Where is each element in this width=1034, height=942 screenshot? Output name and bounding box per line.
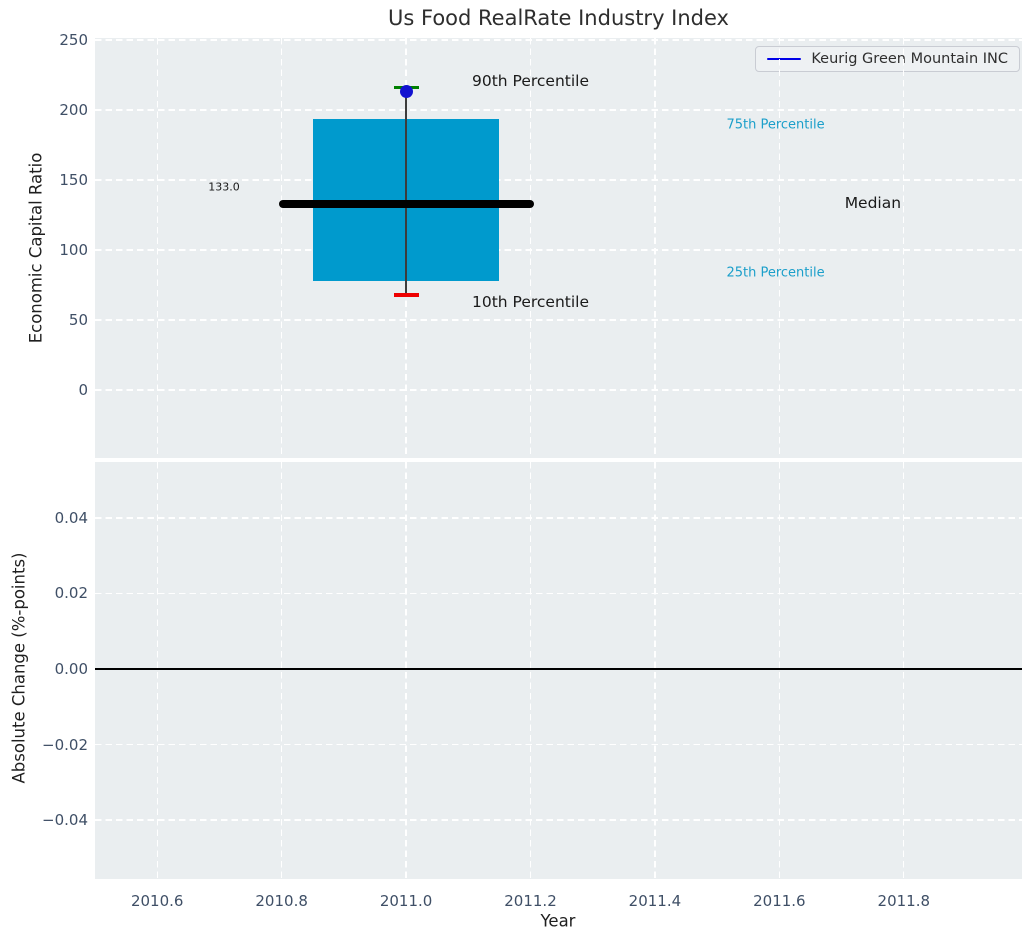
- gridline-horizontal: [95, 517, 1022, 519]
- y-tick-label: 0.00: [54, 659, 88, 678]
- gridline-vertical: [280, 38, 283, 458]
- gridline-horizontal: [95, 592, 1022, 595]
- gridline-vertical: [156, 38, 158, 458]
- gridline-horizontal: [95, 109, 1022, 111]
- gridline-horizontal: [95, 319, 1022, 321]
- zero-line: [95, 668, 1022, 670]
- x-tick-label: 2011.4: [628, 892, 682, 910]
- gridline-horizontal: [95, 743, 1022, 746]
- chart-title: Us Food RealRate Industry Index: [388, 6, 729, 30]
- y-tick-label: 50: [68, 310, 88, 329]
- annotation-25th-percentile: 25th Percentile: [726, 265, 825, 281]
- legend-line-icon: [767, 57, 802, 61]
- x-tick-label: 2011.0: [379, 892, 433, 910]
- company-point-marker: [399, 85, 413, 99]
- x-tick-label: 2010.8: [255, 892, 308, 910]
- gridline-horizontal: [95, 179, 1022, 181]
- y-tick-label: 0: [78, 380, 88, 399]
- gridline-vertical: [529, 462, 532, 879]
- x-tick-label: 2011.8: [877, 892, 931, 910]
- y-tick-label: 250: [59, 30, 88, 49]
- y-tick-label: 0.04: [54, 508, 88, 527]
- gridline-horizontal: [95, 389, 1022, 391]
- bottom-axes: [95, 462, 1022, 879]
- annotation-75th-percentile: 75th Percentile: [726, 117, 825, 133]
- x-tick-label: 2011.6: [753, 892, 806, 910]
- y-tick-label: 0.02: [54, 584, 88, 603]
- median-line: [278, 199, 534, 208]
- annotation-133-0: 133.0: [208, 180, 240, 194]
- gridline-vertical: [529, 38, 532, 458]
- x-tick-label: 2010.6: [130, 892, 184, 910]
- gridline-vertical: [280, 462, 283, 879]
- gridline-vertical: [903, 462, 905, 879]
- annotation-10th-percentile: 10th Percentile: [471, 292, 590, 311]
- gridline-vertical: [654, 38, 656, 458]
- p10-cap: [393, 292, 419, 297]
- legend-label: Keurig Green Mountain INC: [811, 51, 1008, 67]
- y-tick-label: −0.02: [42, 735, 88, 754]
- gridline-horizontal: [95, 819, 1022, 821]
- x-axis-label: Year: [540, 911, 576, 931]
- whisker-line: [405, 87, 407, 295]
- gridline-vertical: [405, 462, 407, 879]
- y-tick-label: −0.04: [42, 811, 88, 830]
- top-axes: [95, 38, 1022, 458]
- x-tick-label: 2011.2: [504, 892, 557, 910]
- gridline-vertical: [903, 38, 905, 458]
- y-tick-label: 100: [59, 240, 88, 259]
- y-tick-label: 150: [59, 170, 88, 189]
- y-tick-label: 200: [59, 100, 88, 119]
- legend: Keurig Green Mountain INC: [755, 46, 1020, 72]
- gridline-vertical: [778, 38, 781, 458]
- gridline-horizontal: [95, 39, 1022, 41]
- gridline-horizontal: [95, 249, 1022, 251]
- gridline-vertical: [654, 462, 656, 879]
- gridline-vertical: [156, 462, 158, 879]
- annotation-90th-percentile: 90th Percentile: [471, 71, 590, 90]
- gridline-vertical: [778, 462, 781, 879]
- annotation-median: Median: [844, 194, 902, 213]
